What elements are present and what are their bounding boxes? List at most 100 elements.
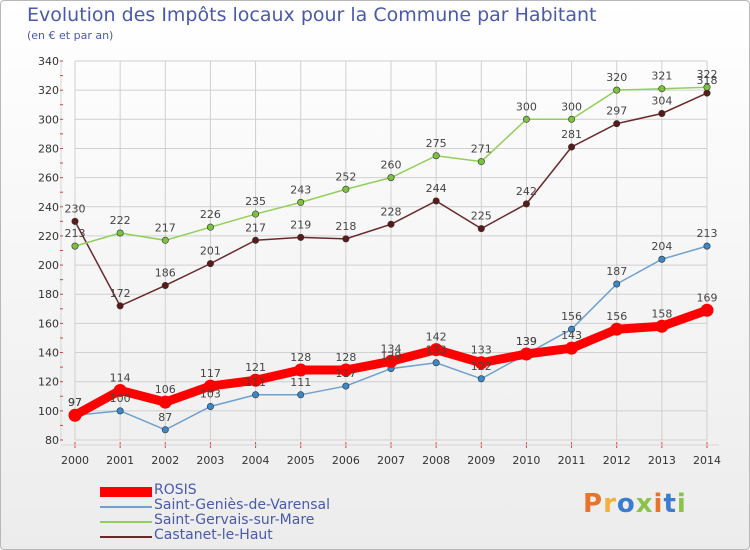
x-tick-label: 2002 bbox=[151, 454, 179, 467]
data-point bbox=[339, 363, 353, 377]
logo-letter: t bbox=[663, 489, 677, 519]
data-label: 281 bbox=[561, 128, 582, 141]
x-tick-label: 2007 bbox=[377, 454, 405, 467]
data-label: 243 bbox=[290, 183, 311, 196]
legend-label: Saint-Geniès-de-Varensal bbox=[154, 497, 330, 513]
x-tick-label: 2005 bbox=[287, 454, 315, 467]
data-label: 122 bbox=[471, 360, 492, 373]
data-label: 128 bbox=[335, 351, 356, 364]
data-point bbox=[116, 302, 124, 310]
y-tick-label: 340 bbox=[38, 55, 59, 68]
data-point bbox=[474, 356, 488, 370]
data-label: 228 bbox=[381, 205, 402, 218]
x-tick-label: 2008 bbox=[422, 454, 450, 467]
data-label: 300 bbox=[561, 100, 582, 113]
data-point bbox=[161, 236, 169, 244]
legend-swatch bbox=[100, 487, 152, 497]
data-label: 244 bbox=[426, 182, 447, 195]
data-label: 114 bbox=[110, 371, 131, 384]
y-tick-label: 80 bbox=[45, 434, 59, 447]
legend-label: ROSIS bbox=[154, 482, 197, 498]
x-tick-label: 2009 bbox=[467, 454, 495, 467]
data-label: 242 bbox=[516, 185, 537, 198]
data-point bbox=[477, 158, 485, 166]
legend-label: Saint-Gervais-sur-Mare bbox=[154, 512, 315, 528]
data-point bbox=[519, 347, 533, 361]
data-point bbox=[116, 229, 124, 237]
x-tick-label: 2010 bbox=[512, 454, 540, 467]
data-point bbox=[387, 174, 395, 182]
y-tick-label: 220 bbox=[38, 230, 59, 243]
data-label: 139 bbox=[516, 335, 537, 348]
data-label: 275 bbox=[426, 137, 447, 150]
data-point bbox=[432, 152, 440, 160]
data-point bbox=[252, 210, 260, 218]
data-point bbox=[252, 236, 260, 244]
data-label: 158 bbox=[651, 307, 672, 320]
data-label: 121 bbox=[245, 361, 266, 374]
data-point bbox=[613, 86, 621, 94]
data-label: 97 bbox=[68, 396, 82, 409]
data-point bbox=[477, 225, 485, 233]
data-label: 106 bbox=[155, 383, 176, 396]
data-label: 156 bbox=[606, 310, 627, 323]
data-point bbox=[477, 375, 485, 383]
data-point bbox=[703, 89, 711, 97]
data-point bbox=[116, 407, 124, 415]
data-point bbox=[161, 426, 169, 434]
data-label: 300 bbox=[516, 100, 537, 113]
data-label: 187 bbox=[606, 265, 627, 278]
data-label: 117 bbox=[335, 367, 356, 380]
y-tick-label: 300 bbox=[38, 113, 59, 126]
x-tick-label: 2001 bbox=[106, 454, 134, 467]
logo-letter: P bbox=[583, 489, 604, 519]
chart-title: Evolution des Impôts locaux pour la Comm… bbox=[27, 4, 597, 26]
logo-letter: o bbox=[616, 489, 636, 519]
legend-label: Castanet-le-Haut bbox=[154, 527, 273, 543]
x-tick-label: 2000 bbox=[61, 454, 89, 467]
data-point bbox=[387, 220, 395, 228]
data-point bbox=[568, 143, 576, 151]
data-label: 320 bbox=[606, 71, 627, 84]
data-point bbox=[342, 382, 350, 390]
data-point bbox=[703, 83, 711, 91]
data-label: 217 bbox=[155, 221, 176, 234]
data-label: 218 bbox=[335, 220, 356, 233]
data-point bbox=[565, 341, 579, 355]
data-label: 100 bbox=[110, 392, 131, 405]
data-point bbox=[613, 280, 621, 288]
data-label: 128 bbox=[290, 351, 311, 364]
data-label: 156 bbox=[561, 310, 582, 323]
data-point bbox=[249, 373, 263, 387]
data-point bbox=[71, 242, 79, 250]
legend-swatch bbox=[100, 506, 152, 508]
data-point bbox=[658, 255, 666, 263]
data-label: 213 bbox=[697, 227, 718, 240]
x-tick-label: 2004 bbox=[242, 454, 270, 467]
y-tick-label: 180 bbox=[38, 288, 59, 301]
data-point bbox=[203, 379, 217, 393]
data-point bbox=[342, 185, 350, 193]
data-label: 219 bbox=[290, 218, 311, 231]
data-label: 217 bbox=[245, 221, 266, 234]
data-point bbox=[294, 363, 308, 377]
data-point bbox=[206, 223, 214, 231]
y-tick-label: 260 bbox=[38, 172, 59, 185]
data-point bbox=[658, 109, 666, 117]
data-label: 252 bbox=[335, 170, 356, 183]
data-point bbox=[297, 198, 305, 206]
series-castanet-le-haut bbox=[71, 89, 711, 310]
data-point bbox=[161, 281, 169, 289]
data-point bbox=[206, 260, 214, 268]
y-tick-label: 120 bbox=[38, 376, 59, 389]
data-point bbox=[71, 217, 79, 225]
data-point bbox=[610, 322, 624, 336]
data-label: 204 bbox=[651, 240, 672, 253]
data-label: 186 bbox=[155, 266, 176, 279]
data-point bbox=[384, 354, 398, 368]
y-tick-label: 320 bbox=[38, 84, 59, 97]
x-tick-label: 2014 bbox=[693, 454, 721, 467]
data-label: 318 bbox=[697, 74, 718, 87]
chart-subtitle: (en € et par an) bbox=[27, 29, 114, 42]
